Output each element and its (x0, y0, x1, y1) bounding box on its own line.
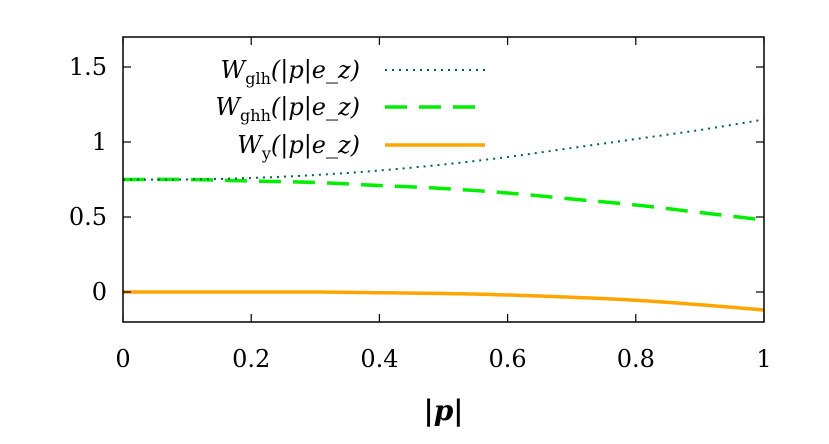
legend-label-2: Wy(|p|e_z) (237, 131, 360, 163)
x-tick-label: 0 (115, 345, 130, 373)
x-tick-label: 0.4 (360, 345, 398, 373)
series-line-0 (123, 118, 765, 181)
plot-border (122, 36, 765, 323)
legend: Wglh(|p|e_z) Wghh(|p|e_z) Wy(|p|e_z) (215, 56, 485, 163)
series-line-2 (123, 290, 765, 312)
legend-label-1: Wghh(|p|e_z) (215, 93, 360, 125)
legend-label-0: Wglh(|p|e_z) (221, 56, 360, 88)
x-axis-title: |p| (424, 394, 464, 427)
series-curves (123, 118, 765, 312)
x-tick-label: 0.6 (489, 345, 527, 373)
y-tick-label: 1.5 (69, 53, 107, 81)
y-tick-label: 0 (92, 278, 107, 306)
x-tick-label: 0.2 (232, 345, 270, 373)
x-tick-label: 0.8 (617, 345, 655, 373)
axis-ticks: 0 0.2 0.4 0.6 0.8 1 0 0.5 1 1.5 (69, 37, 772, 373)
series-line-1 (123, 177, 765, 222)
y-tick-label: 1 (92, 128, 107, 156)
x-tick-label: 1 (756, 345, 771, 373)
y-tick-label: 0.5 (69, 203, 107, 231)
plot-frame (122, 36, 765, 323)
